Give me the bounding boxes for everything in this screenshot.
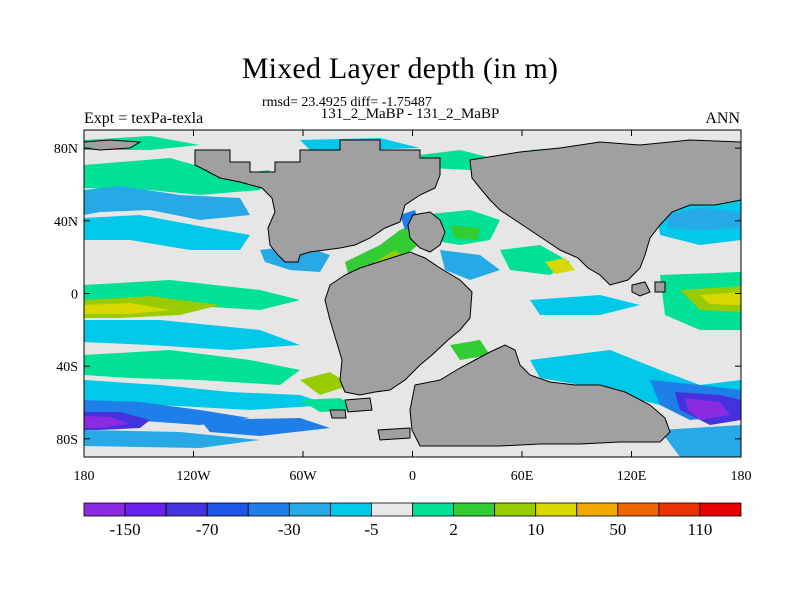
colorbar-label: 10 — [527, 520, 544, 539]
colorbar-swatch — [453, 502, 496, 517]
x-tick-label: 120E — [617, 469, 647, 484]
colorbar-swatch — [494, 502, 537, 517]
contour-patch — [700, 292, 741, 305]
colorbar-label: -150 — [109, 520, 140, 539]
colorbar-swatch — [699, 502, 742, 517]
map-subtitle: 131_2_MaBP - 131_2_MaBP — [320, 106, 500, 122]
africa-land — [407, 211, 446, 253]
contour-patch — [84, 158, 270, 195]
x-tick-label: 0 — [409, 469, 416, 484]
south-america-land — [324, 251, 473, 396]
x-tick-label: 180 — [731, 469, 752, 484]
colorbar-swatch — [83, 502, 126, 517]
island-land — [329, 409, 347, 419]
colorbar-label: 2 — [449, 520, 458, 539]
contour-patch — [530, 295, 640, 315]
greenland-land — [84, 139, 142, 151]
north-america-land — [194, 139, 441, 263]
colorbar-swatch — [658, 502, 701, 517]
x-axis: 180 120W 60W 0 60E 120E 180 — [74, 130, 752, 484]
x-tick-label: 60W — [289, 469, 317, 484]
colorbar-swatch — [124, 502, 167, 517]
colorbar-swatch — [288, 502, 331, 517]
island-land — [377, 427, 411, 441]
contour-patch — [665, 208, 741, 230]
colorbar-label: -70 — [196, 520, 219, 539]
colorbar-swatch — [371, 502, 413, 517]
contour-patch — [84, 430, 260, 448]
colorbar-label: -30 — [278, 520, 301, 539]
contour-patch — [545, 258, 575, 274]
map-title: Mixed Layer depth (in m) — [241, 52, 559, 85]
colorbar-swatch — [617, 502, 660, 517]
y-tick-label: 80S — [56, 433, 78, 448]
antarctica-land — [409, 344, 671, 447]
contour-patch — [84, 416, 130, 428]
season-label: ANN — [705, 110, 740, 127]
colorbar-label: 50 — [609, 520, 626, 539]
island-land — [654, 281, 666, 293]
eurasia-land — [469, 139, 741, 286]
colorbar-swatch — [165, 502, 208, 517]
contour-patch — [450, 340, 490, 360]
x-tick-label: 60E — [511, 469, 534, 484]
island-land — [344, 397, 373, 413]
contour-patch — [84, 186, 250, 220]
colorbar-swatch — [329, 502, 372, 517]
map-plot-area — [84, 130, 741, 457]
contour-patch — [300, 372, 350, 395]
contour-patch — [84, 215, 250, 250]
y-tick-label: 0 — [71, 288, 78, 303]
colorbar-label: 110 — [688, 520, 713, 539]
colorbar-swatch — [412, 502, 454, 517]
contour-patch — [450, 225, 480, 240]
colorbar-swatch — [576, 502, 619, 517]
land-masses — [84, 139, 741, 447]
y-axis: 80N 40N 0 40S 80S — [54, 142, 741, 448]
australia-land — [631, 281, 651, 297]
contour-patch — [685, 398, 730, 420]
contour-patch — [84, 320, 300, 350]
colorbar: -150 -70 -30 -5 2 10 50 110 — [83, 502, 742, 539]
colorbar-swatch — [535, 502, 578, 517]
stats-line: rmsd= 23.4925 diff= -1.75487 — [262, 95, 432, 110]
y-tick-label: 80N — [54, 142, 78, 157]
contour-patch — [84, 350, 300, 385]
contour-patch — [660, 425, 741, 457]
y-tick-label: 40N — [54, 215, 78, 230]
colorbar-label: -5 — [364, 520, 378, 539]
x-tick-label: 120W — [176, 469, 211, 484]
experiment-label: Expt = texPa-texla — [84, 110, 204, 127]
contour-patch — [84, 380, 330, 410]
x-tick-label: 180 — [74, 469, 95, 484]
colorbar-swatch — [206, 502, 249, 517]
contour-patch — [440, 250, 500, 280]
contour-patch — [84, 303, 170, 314]
colorbar-swatch — [247, 502, 290, 517]
y-tick-label: 40S — [56, 360, 78, 375]
contour-patch — [200, 418, 330, 436]
